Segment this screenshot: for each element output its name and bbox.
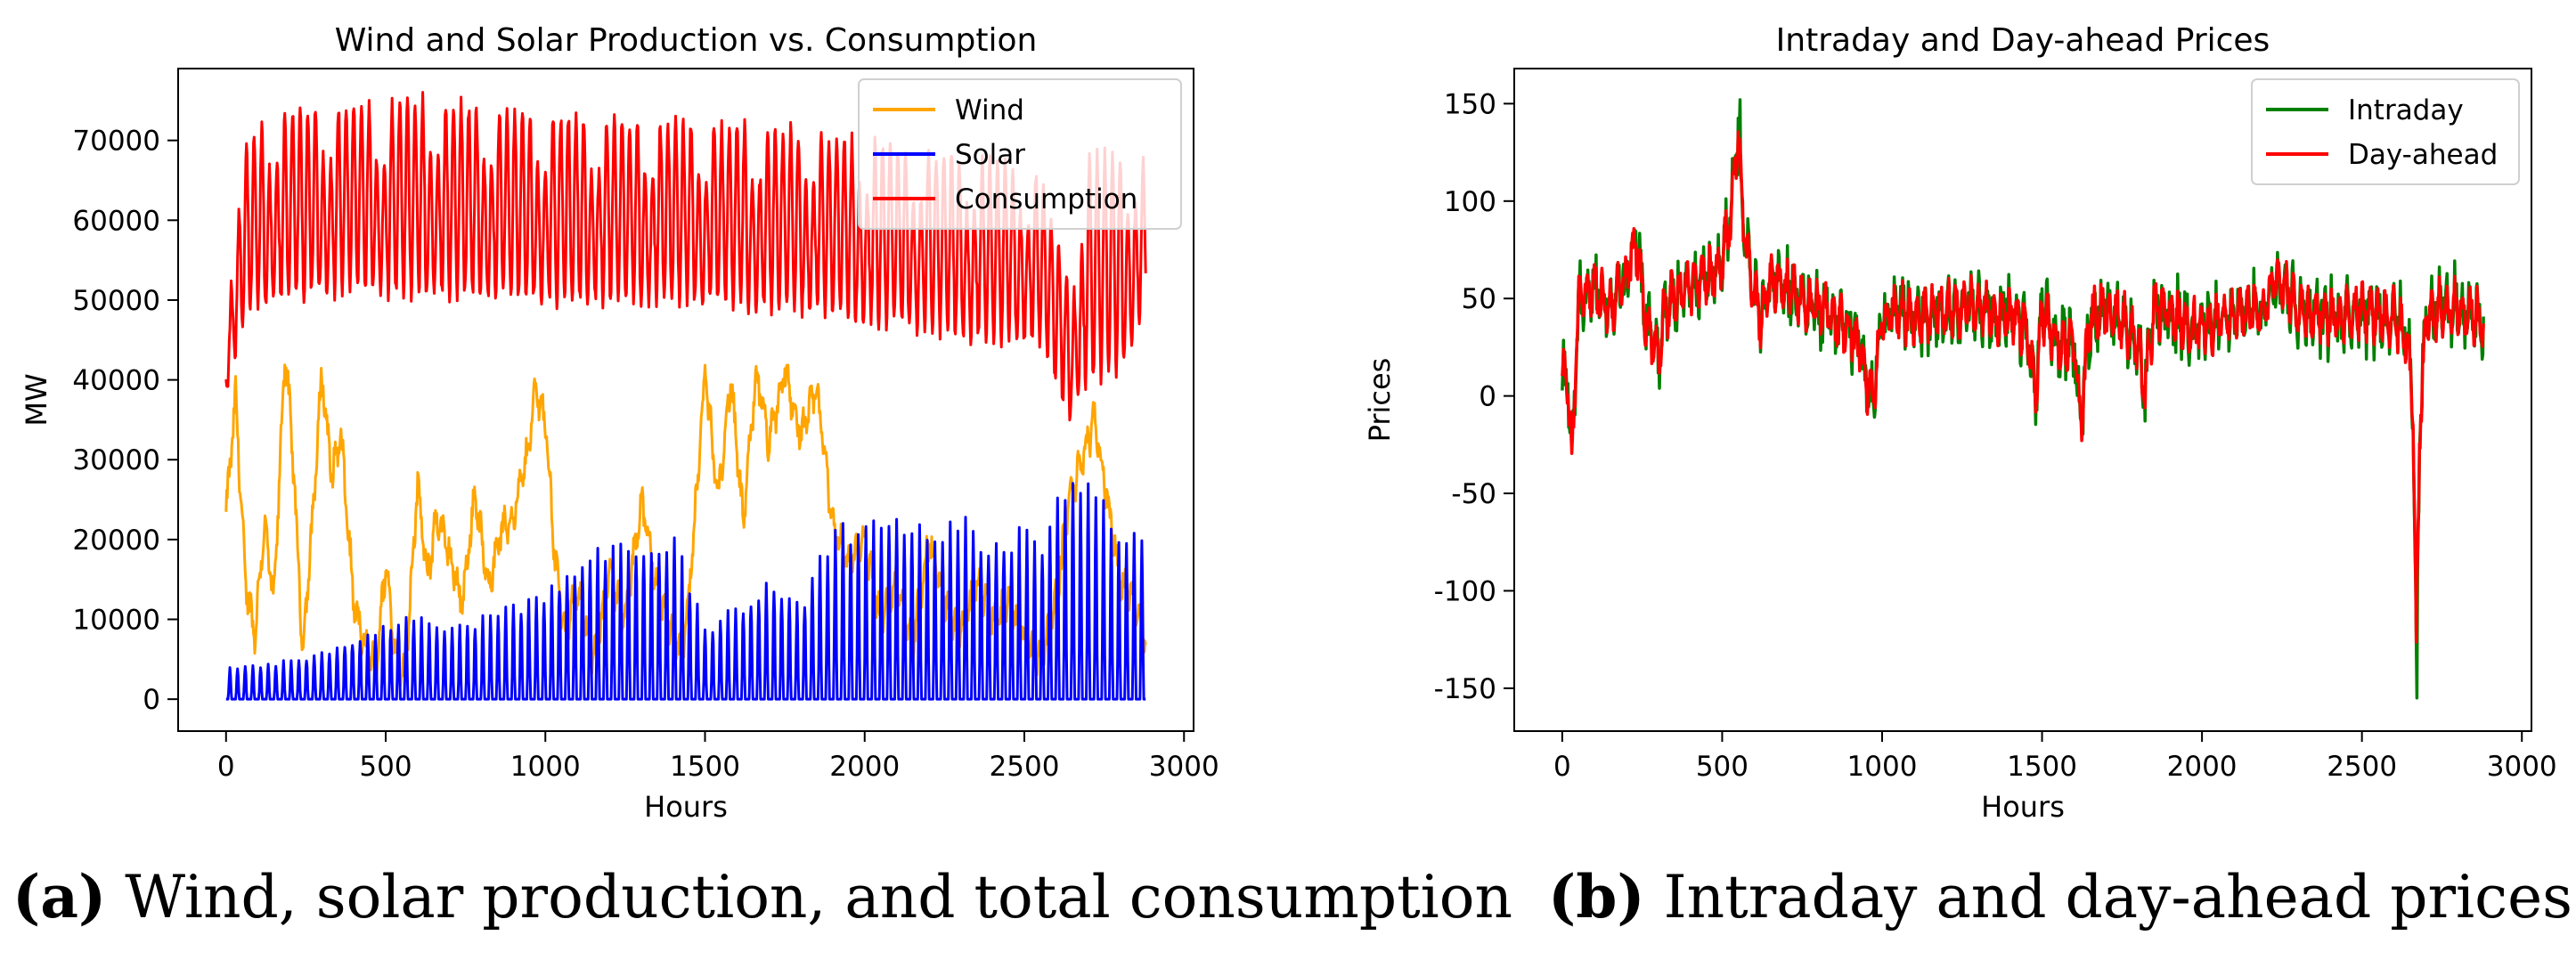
y-tick-label: 100	[1444, 186, 1496, 218]
series-line-day-ahead	[1561, 130, 2485, 644]
x-tick-label: 3000	[1149, 751, 1219, 783]
x-tick-label: 0	[217, 751, 235, 783]
legend-entry-consumption: Consumption	[955, 183, 1137, 216]
legend-box	[2251, 78, 2520, 185]
caption-b: (b) Intraday and day-ahead prices	[1548, 862, 2572, 931]
legend-entry-intraday: Intraday	[2348, 94, 2464, 126]
plot-frame	[177, 68, 1194, 732]
caption-a: (a) Wind, solar production, and total co…	[12, 862, 1512, 931]
chart-1: 0 500 1000 1500 2000 2500 30000100002000030000…	[20, 22, 1219, 824]
x-tick-label: 1500	[2007, 751, 2077, 783]
series-line-solar	[225, 482, 1146, 701]
y-axis-label: Prices	[1363, 358, 1397, 443]
caption-b-label: (b)	[1548, 862, 1645, 931]
x-tick-label: 500	[1696, 751, 1749, 783]
y-tick-label: 50	[1462, 283, 1496, 315]
y-tick-label: 0	[143, 684, 160, 716]
chart-title: Intraday and Day-ahead Prices	[1776, 22, 2270, 59]
caption-a-text: Wind, solar production, and total consum…	[106, 863, 1512, 931]
x-tick-label: 1000	[1847, 751, 1918, 783]
x-tick-label: 2500	[2327, 751, 2397, 783]
x-tick-label: 1000	[510, 751, 581, 783]
chart-title: Wind and Solar Production vs. Consumptio…	[335, 22, 1038, 59]
y-tick-label: 150	[1444, 88, 1496, 120]
y-tick-label: 30000	[72, 444, 160, 476]
y-tick-label: 0	[1479, 381, 1496, 413]
legend-entry-wind: Wind	[955, 94, 1024, 126]
caption-b-text: Intraday and day-ahead prices	[1644, 863, 2573, 931]
y-axis-label: MW	[20, 373, 53, 426]
x-tick-label: 3000	[2487, 751, 2557, 783]
y-tick-label: 70000	[72, 126, 160, 158]
legend: Intraday Day-ahead	[2251, 78, 2520, 185]
y-tick-label: 50000	[72, 285, 160, 317]
y-tick-label: 20000	[72, 525, 160, 557]
legend-box	[858, 78, 1182, 230]
series-line-consumption	[224, 91, 1147, 422]
series-line-wind	[224, 363, 1147, 687]
x-tick-label: 0	[1553, 751, 1571, 783]
x-tick-label: 500	[359, 751, 412, 783]
y-tick-label: -150	[1434, 673, 1496, 705]
x-tick-label: 2000	[2167, 751, 2238, 783]
legend-entry-solar: Solar	[955, 139, 1025, 171]
x-tick-label: 2500	[990, 751, 1060, 783]
x-tick-label: 1500	[670, 751, 740, 783]
legend: Wind Solar Consumption	[858, 78, 1182, 230]
chart-2: 0 500 1000 1500 2000 2500 3000 -150 -100 -50 0 50 10…	[1363, 22, 2557, 824]
y-tick-label: 60000	[72, 205, 160, 237]
y-tick-label: 40000	[72, 365, 160, 397]
caption-a-label: (a)	[12, 862, 107, 931]
x-tick-label: 2000	[829, 751, 900, 783]
y-tick-label: -100	[1434, 575, 1496, 607]
series-line-intraday	[1561, 98, 2485, 700]
x-axis-label: Hours	[644, 790, 728, 824]
y-tick-label: -50	[1451, 478, 1496, 510]
legend-entry-day-ahead: Day-ahead	[2348, 139, 2498, 171]
plot-frame	[1513, 68, 2532, 732]
x-axis-label: Hours	[1981, 790, 2065, 824]
y-tick-label: 10000	[72, 605, 160, 637]
